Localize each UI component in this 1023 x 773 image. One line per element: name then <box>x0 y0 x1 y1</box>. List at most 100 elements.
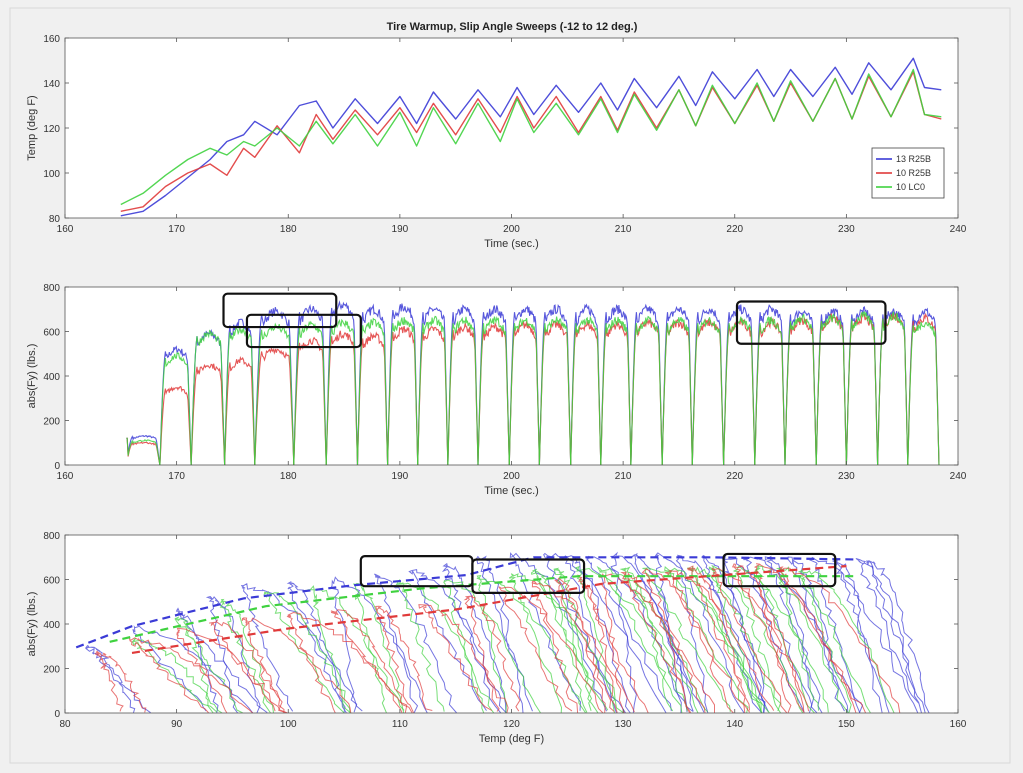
plot-data <box>120 57 942 217</box>
sweep-loop <box>686 565 750 713</box>
sweep-loop <box>754 563 857 713</box>
series-cycle <box>784 313 817 465</box>
series-group-0 <box>126 300 940 465</box>
sweep-loop <box>498 586 604 713</box>
series-cycle <box>126 434 161 465</box>
plot-data <box>75 551 930 713</box>
y-tick-label: 120 <box>43 124 60 135</box>
series-cycle <box>417 326 449 465</box>
sweep-loop <box>530 568 609 713</box>
series-cycle <box>845 311 879 465</box>
x-tick-label: 140 <box>726 719 743 730</box>
sweep-loop <box>174 607 268 713</box>
sweep-loop <box>241 617 352 713</box>
sweep-loop <box>286 581 347 713</box>
y-tick-label: 100 <box>43 169 60 180</box>
y-axis-label: Temp (deg F) <box>26 95 38 160</box>
x-axis-label: Temp (deg F) <box>479 733 544 745</box>
series-cycle <box>508 305 540 465</box>
series-cycle <box>224 356 256 465</box>
series-cycle <box>126 437 161 465</box>
x-tick-label: 230 <box>838 471 855 482</box>
series-cycle <box>877 308 909 465</box>
series-cycle <box>293 320 327 465</box>
y-tick-label: 200 <box>43 417 60 428</box>
y-axis-label: abs(Fy) (lbs.) <box>26 592 38 657</box>
series-cycle <box>784 309 817 465</box>
series-cycle <box>356 303 389 465</box>
series-cycle <box>661 316 693 465</box>
series-cycle <box>723 304 756 465</box>
x-tick-label: 150 <box>838 719 855 730</box>
chart-temp_vs_time: 160 170 180 190 200 210 220 230 240 80 100 120 140 16… <box>26 34 967 250</box>
series-cycle <box>159 385 192 465</box>
chart-fy_vs_temp: 80 90 100 110 120 130 140 150 160 0 200 400 600 800 Te… <box>26 531 967 745</box>
sweep-loop <box>563 555 631 713</box>
x-tick-label: 200 <box>503 471 520 482</box>
series-cycle <box>356 317 389 465</box>
sweep-loop <box>554 577 635 713</box>
y-tick-label: 600 <box>43 328 60 339</box>
x-tick-label: 190 <box>392 471 409 482</box>
series-cycle <box>907 321 940 465</box>
sweep-loop <box>463 595 521 712</box>
trend-line-1 <box>109 575 858 643</box>
x-tick-label: 230 <box>838 224 855 235</box>
series-cycle <box>447 316 479 465</box>
sweep-loop <box>787 556 849 713</box>
sweep-loop <box>205 596 261 713</box>
x-tick-label: 190 <box>392 224 409 235</box>
x-tick-label: 90 <box>171 719 183 730</box>
x-tick-label: 220 <box>726 224 743 235</box>
legend-entry: 10 LC0 <box>896 182 925 192</box>
y-tick-label: 800 <box>43 531 60 542</box>
series-cycle <box>293 336 327 465</box>
series-cycle <box>538 316 572 465</box>
sweep-loop <box>174 616 244 713</box>
sweep-loop <box>664 566 763 713</box>
sweep-loop <box>94 650 147 713</box>
sweep-loop <box>701 554 769 713</box>
sweep-loop <box>176 627 288 713</box>
legend-entry: 13 R25B <box>896 154 931 164</box>
x-tick-label: 170 <box>168 471 185 482</box>
y-tick-label: 200 <box>43 665 60 676</box>
sweep-group-1 <box>131 564 895 713</box>
series-cycle <box>190 363 226 465</box>
series-cycle <box>630 315 663 465</box>
series-cycle <box>447 304 479 465</box>
series-cycle <box>538 304 572 465</box>
series-cycle <box>417 306 449 465</box>
x-tick-label: 210 <box>615 471 632 482</box>
sweep-loop <box>687 566 782 713</box>
trend-line-2 <box>131 565 847 654</box>
series-cycle <box>691 317 725 465</box>
y-tick-label: 400 <box>43 372 60 383</box>
sweep-loop <box>263 591 351 713</box>
sweep-loop <box>286 611 413 713</box>
sweep-loop <box>374 573 458 713</box>
series-cycle <box>754 315 786 465</box>
sweep-loop <box>553 567 599 713</box>
series-cycle <box>600 304 632 465</box>
trend-line-0 <box>75 556 858 649</box>
annotation-box-2 <box>735 300 887 345</box>
sweep-loop <box>866 560 930 713</box>
sweep-loop <box>241 583 363 712</box>
sweep-loop <box>620 571 692 713</box>
sweep-loop <box>775 566 871 713</box>
series-cycle <box>815 313 847 465</box>
sweep-loop <box>764 555 823 713</box>
series-cycle <box>387 326 419 465</box>
x-tick-label: 100 <box>280 719 297 730</box>
x-axis-label: Time (sec.) <box>484 238 539 250</box>
series-cycle <box>723 316 756 465</box>
x-tick-label: 240 <box>950 471 967 482</box>
sweep-loop <box>596 565 708 713</box>
sweep-loop <box>395 578 495 713</box>
series-cycle <box>159 352 192 465</box>
x-tick-label: 210 <box>615 224 632 235</box>
sweep-loop <box>675 554 765 713</box>
x-tick-label: 200 <box>503 224 520 235</box>
